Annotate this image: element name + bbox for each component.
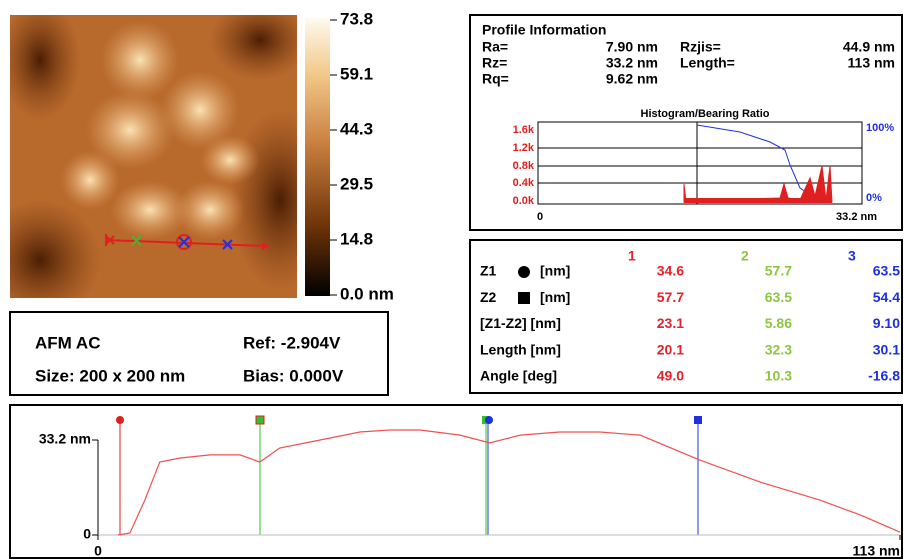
histogram-plot (538, 122, 862, 204)
cell-value: 9.10 (873, 315, 900, 331)
cell-value: 57.7 (657, 289, 684, 305)
square-icon (518, 292, 530, 304)
cell-value: 54.4 (873, 289, 900, 305)
profile-info-cell: 9.62 nm (606, 71, 658, 87)
row-unit: [nm] (540, 263, 570, 279)
x-tick-label: 113 nm (853, 543, 900, 559)
colorbar-label: 14.8 (340, 229, 373, 248)
y-tick-label: 33.2 nm (39, 431, 91, 447)
circle-icon (518, 266, 530, 278)
histogram-right-label: 0% (866, 192, 882, 204)
x-tick-label: 0 (94, 543, 102, 559)
size: Size: 200 x 200 nm (35, 366, 185, 385)
column-header: 3 (848, 248, 856, 264)
afm-image (0, 0, 330, 320)
colorbar-label: 29.5 (340, 174, 373, 193)
profile-info-cell: 33.2 nm (606, 55, 658, 71)
histogram-y-label: 1.2k (513, 142, 535, 154)
ref: Ref: -2.904V (243, 333, 341, 352)
histogram-y-label: 0.8k (513, 160, 535, 172)
histogram-x-label: 33.2 nm (836, 211, 877, 223)
cell-value: 32.3 (765, 341, 792, 357)
y-tick-label: 0 (83, 526, 91, 542)
colorbar-label: 59.1 (340, 64, 373, 83)
colorbar-label: 0.0 nm (340, 284, 394, 303)
colorbar (305, 18, 330, 296)
histogram-title: Histogram/Bearing Ratio (641, 108, 770, 120)
profile-info-cell: 44.9 nm (843, 39, 895, 55)
mode: AFM AC (35, 333, 100, 352)
column-header: 1 (628, 248, 636, 264)
row-label: [Z1-Z2] [nm] (480, 315, 561, 331)
cell-value: 20.1 (657, 341, 684, 357)
cell-value: 30.1 (873, 341, 900, 357)
cell-value: 23.1 (657, 315, 684, 331)
cursors (116, 416, 702, 535)
column-header: 2 (741, 248, 749, 264)
profile-info-title: Profile Information (482, 22, 606, 38)
cell-value: 34.6 (657, 263, 684, 279)
colorbar-label: 73.8 (340, 9, 373, 28)
profile-info-cell: Length= (680, 55, 735, 71)
colorbar-label: 44.3 (340, 119, 373, 138)
cell-value: 63.5 (873, 263, 900, 279)
row-label: Length [nm] (480, 341, 561, 357)
row-label: Z1 (480, 263, 497, 279)
row-unit: [nm] (540, 289, 570, 305)
cell-value: 63.5 (765, 289, 792, 305)
cell-value: -16.8 (868, 368, 900, 384)
cell-value: 5.86 (765, 315, 792, 331)
profile-info-cell: 113 nm (848, 55, 895, 71)
cell-value: 49.0 (657, 368, 684, 384)
profile-line (118, 430, 900, 535)
histogram-x-label: 0 (537, 211, 543, 223)
histogram-right-label: 100% (866, 122, 894, 134)
screenshot: 73.8 59.1 44.3 29.5 14.8 0.0 nm AFM AC Ref: -… (0, 0, 904, 560)
profile-info-cell: Rz= (482, 55, 507, 71)
row-label: Z2 (480, 289, 497, 305)
bias: Bias: 0.000V (243, 366, 344, 385)
histogram-y-label: 0.0k (513, 195, 535, 207)
histogram-y-label: 1.6k (513, 124, 535, 136)
cell-value: 57.7 (765, 263, 792, 279)
row-label: Angle [deg] (480, 368, 557, 384)
histogram-y-label: 0.4k (513, 177, 535, 189)
profile-info-cell: 7.90 nm (606, 39, 658, 55)
profile-info-cell: Rzjis= (680, 39, 721, 55)
profile-info-cell: Rq= (482, 71, 509, 87)
profile-info-cell: Ra= (482, 39, 508, 55)
cell-value: 10.3 (765, 368, 792, 384)
